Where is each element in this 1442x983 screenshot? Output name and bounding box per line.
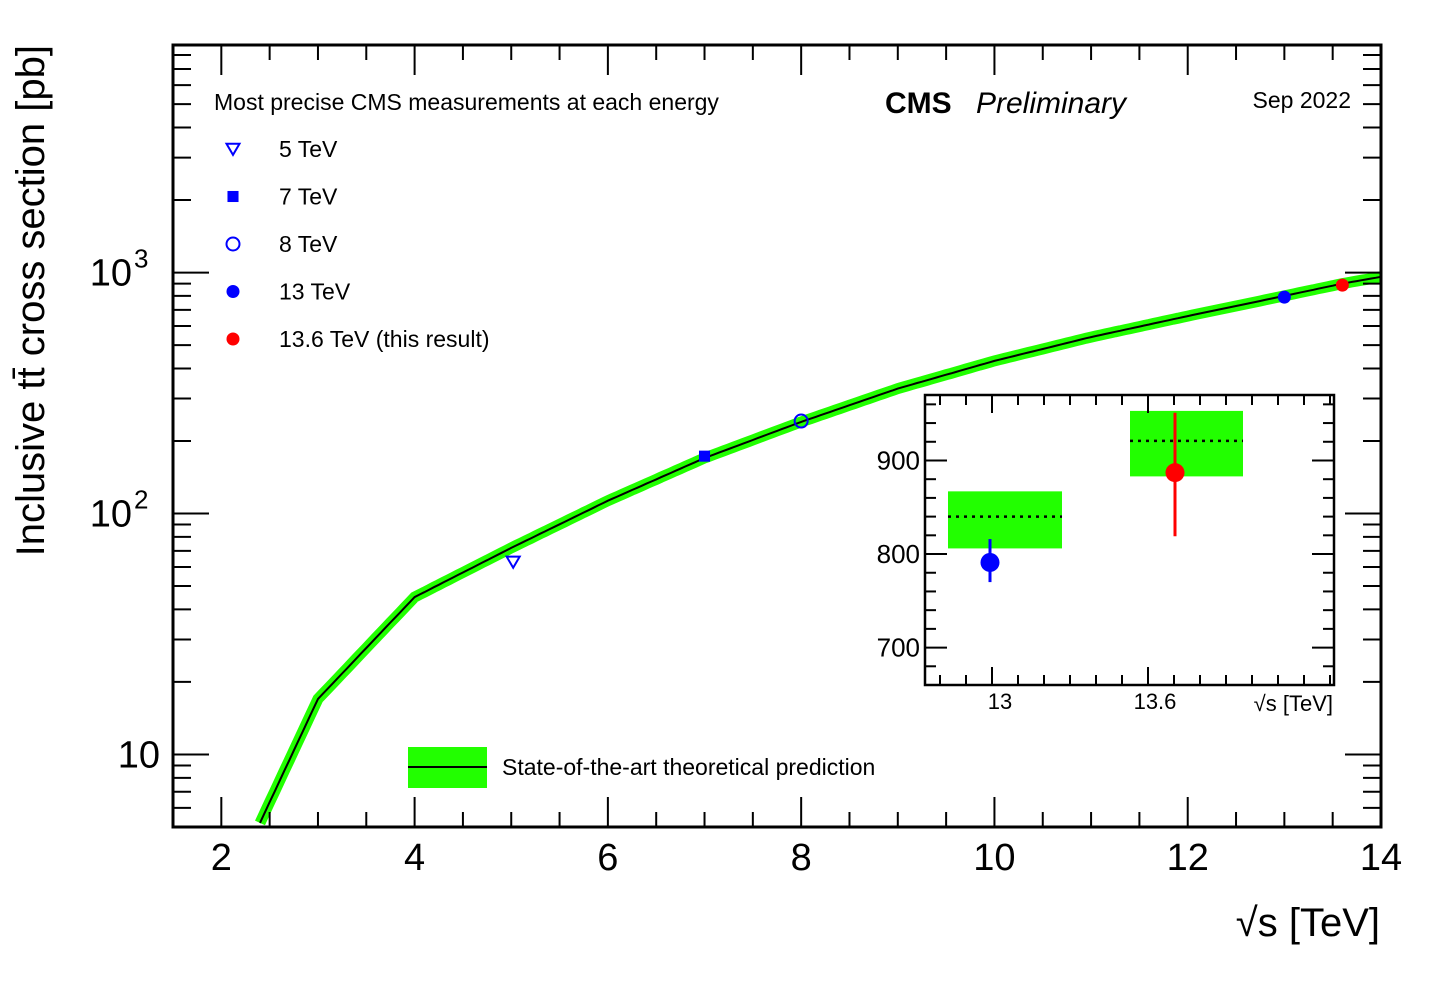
date-label: Sep 2022 — [1253, 87, 1351, 113]
y-tick-label: 10 — [90, 253, 132, 295]
x-axis-title: √s [TeV] — [1236, 901, 1380, 945]
inset-data-point — [980, 552, 1000, 572]
inset-data-point — [1165, 463, 1185, 483]
y-tick-exponent: 2 — [134, 485, 148, 515]
main-frame — [171, 43, 1383, 829]
inset-content: 13 13.6 700 800 900 — [877, 395, 1334, 714]
x-tick-label: 8 — [791, 837, 812, 879]
data-point — [1277, 290, 1291, 304]
inset-theory-band — [1130, 410, 1243, 477]
status-label: Preliminary — [976, 87, 1128, 120]
x-tick-label: 10 — [973, 837, 1015, 879]
inset-theory-band — [948, 491, 1062, 549]
inset-x-axis-title: √s [TeV] — [1254, 691, 1333, 716]
x-tick-label: 4 — [404, 837, 425, 879]
y-tick-label: 10 — [90, 494, 132, 536]
data-point — [1335, 278, 1349, 292]
y-tick-exponent: 3 — [134, 244, 148, 274]
inset-y-tick-label: 900 — [877, 445, 920, 475]
legend-title: Most precise CMS measurements at each en… — [214, 89, 719, 115]
legend-marker — [226, 285, 240, 298]
legend-label: 5 TeV — [279, 136, 338, 162]
inset-x-tick-label: 13.6 — [1134, 689, 1177, 714]
data-point — [698, 450, 711, 462]
x-tick-label: 12 — [1167, 837, 1209, 879]
legend-marker — [226, 332, 240, 346]
inset-frame — [923, 393, 1336, 687]
x-tick-label: 6 — [597, 837, 618, 879]
y-tick-label: 10 — [118, 734, 160, 776]
legend-marker — [224, 142, 242, 157]
legend-label: 8 TeV — [279, 231, 338, 257]
x-tick-label: 14 — [1360, 837, 1402, 879]
y-axis-title: Inclusive tt̄ cross section [pb] — [9, 45, 53, 556]
legend-label: 7 TeV — [279, 184, 338, 210]
data-points — [504, 278, 1349, 570]
theory-legend-label: State-of-the-art theoretical prediction — [502, 754, 875, 780]
x-tick-label: 2 — [211, 837, 232, 879]
inset-panel: 13 13.6 700 800 900 √s [TeV] — [877, 393, 1336, 716]
inset-y-tick-label: 700 — [877, 633, 920, 663]
inset-y-tick-label: 800 — [877, 539, 920, 569]
legend-marker — [227, 190, 239, 203]
legend-label: 13.6 TeV (this result) — [279, 326, 490, 352]
theory-line — [259, 275, 1382, 824]
inset-x-tick-label: 13 — [988, 689, 1012, 714]
legend: 5 TeV 7 TeV 8 TeV 13 TeV 13.6 TeV (this resu… — [224, 136, 490, 352]
experiment-label: CMS — [885, 87, 952, 120]
legend-label: 13 TeV — [279, 279, 351, 305]
data-point — [793, 413, 809, 429]
data-point — [504, 555, 522, 570]
theory-curve-path — [259, 275, 1382, 824]
legend-marker — [225, 236, 241, 252]
